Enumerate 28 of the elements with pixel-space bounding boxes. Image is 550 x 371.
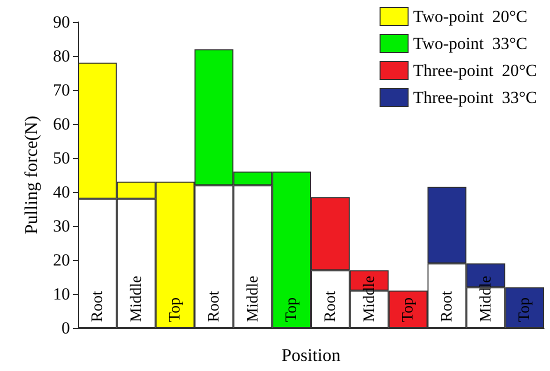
x-tick-label: Top — [283, 297, 300, 322]
legend-label: Three-point 20°C — [413, 61, 538, 80]
legend-label: Three-point 33°C — [413, 88, 538, 107]
y-tick-label: 10 — [53, 284, 70, 304]
x-tick-label: Top — [166, 297, 184, 322]
y-tick-label: 20 — [53, 250, 70, 270]
y-tick-label: 70 — [53, 80, 70, 100]
legend-label: Two-point 33°C — [413, 34, 528, 53]
x-tick-label: Middle — [244, 276, 262, 322]
x-tick-label: Top — [516, 297, 534, 322]
y-tick-label: 60 — [53, 114, 70, 134]
x-tick-label: Root — [88, 290, 106, 322]
x-tick-label: Root — [205, 290, 222, 322]
y-tick-label: 90 — [53, 12, 70, 32]
x-tick-label: Root — [438, 290, 456, 322]
x-tick-label: Middle — [360, 276, 378, 322]
x-tick-label: Middle — [128, 276, 145, 322]
legend-label: Two-point 20°C — [413, 7, 528, 26]
x-axis-title: Position — [281, 345, 341, 365]
x-tick-label: Top — [400, 297, 417, 322]
y-tick-label: 80 — [53, 46, 70, 66]
y-axis-title: Pulling force(N) — [21, 116, 41, 234]
x-tick-label: Middle — [477, 276, 494, 322]
y-tick-label: 0 — [62, 318, 70, 338]
x-tick-label: Root — [322, 290, 339, 322]
y-tick-label: 50 — [53, 148, 70, 168]
y-tick-label: 40 — [53, 182, 70, 202]
y-tick-label: 30 — [53, 216, 70, 236]
